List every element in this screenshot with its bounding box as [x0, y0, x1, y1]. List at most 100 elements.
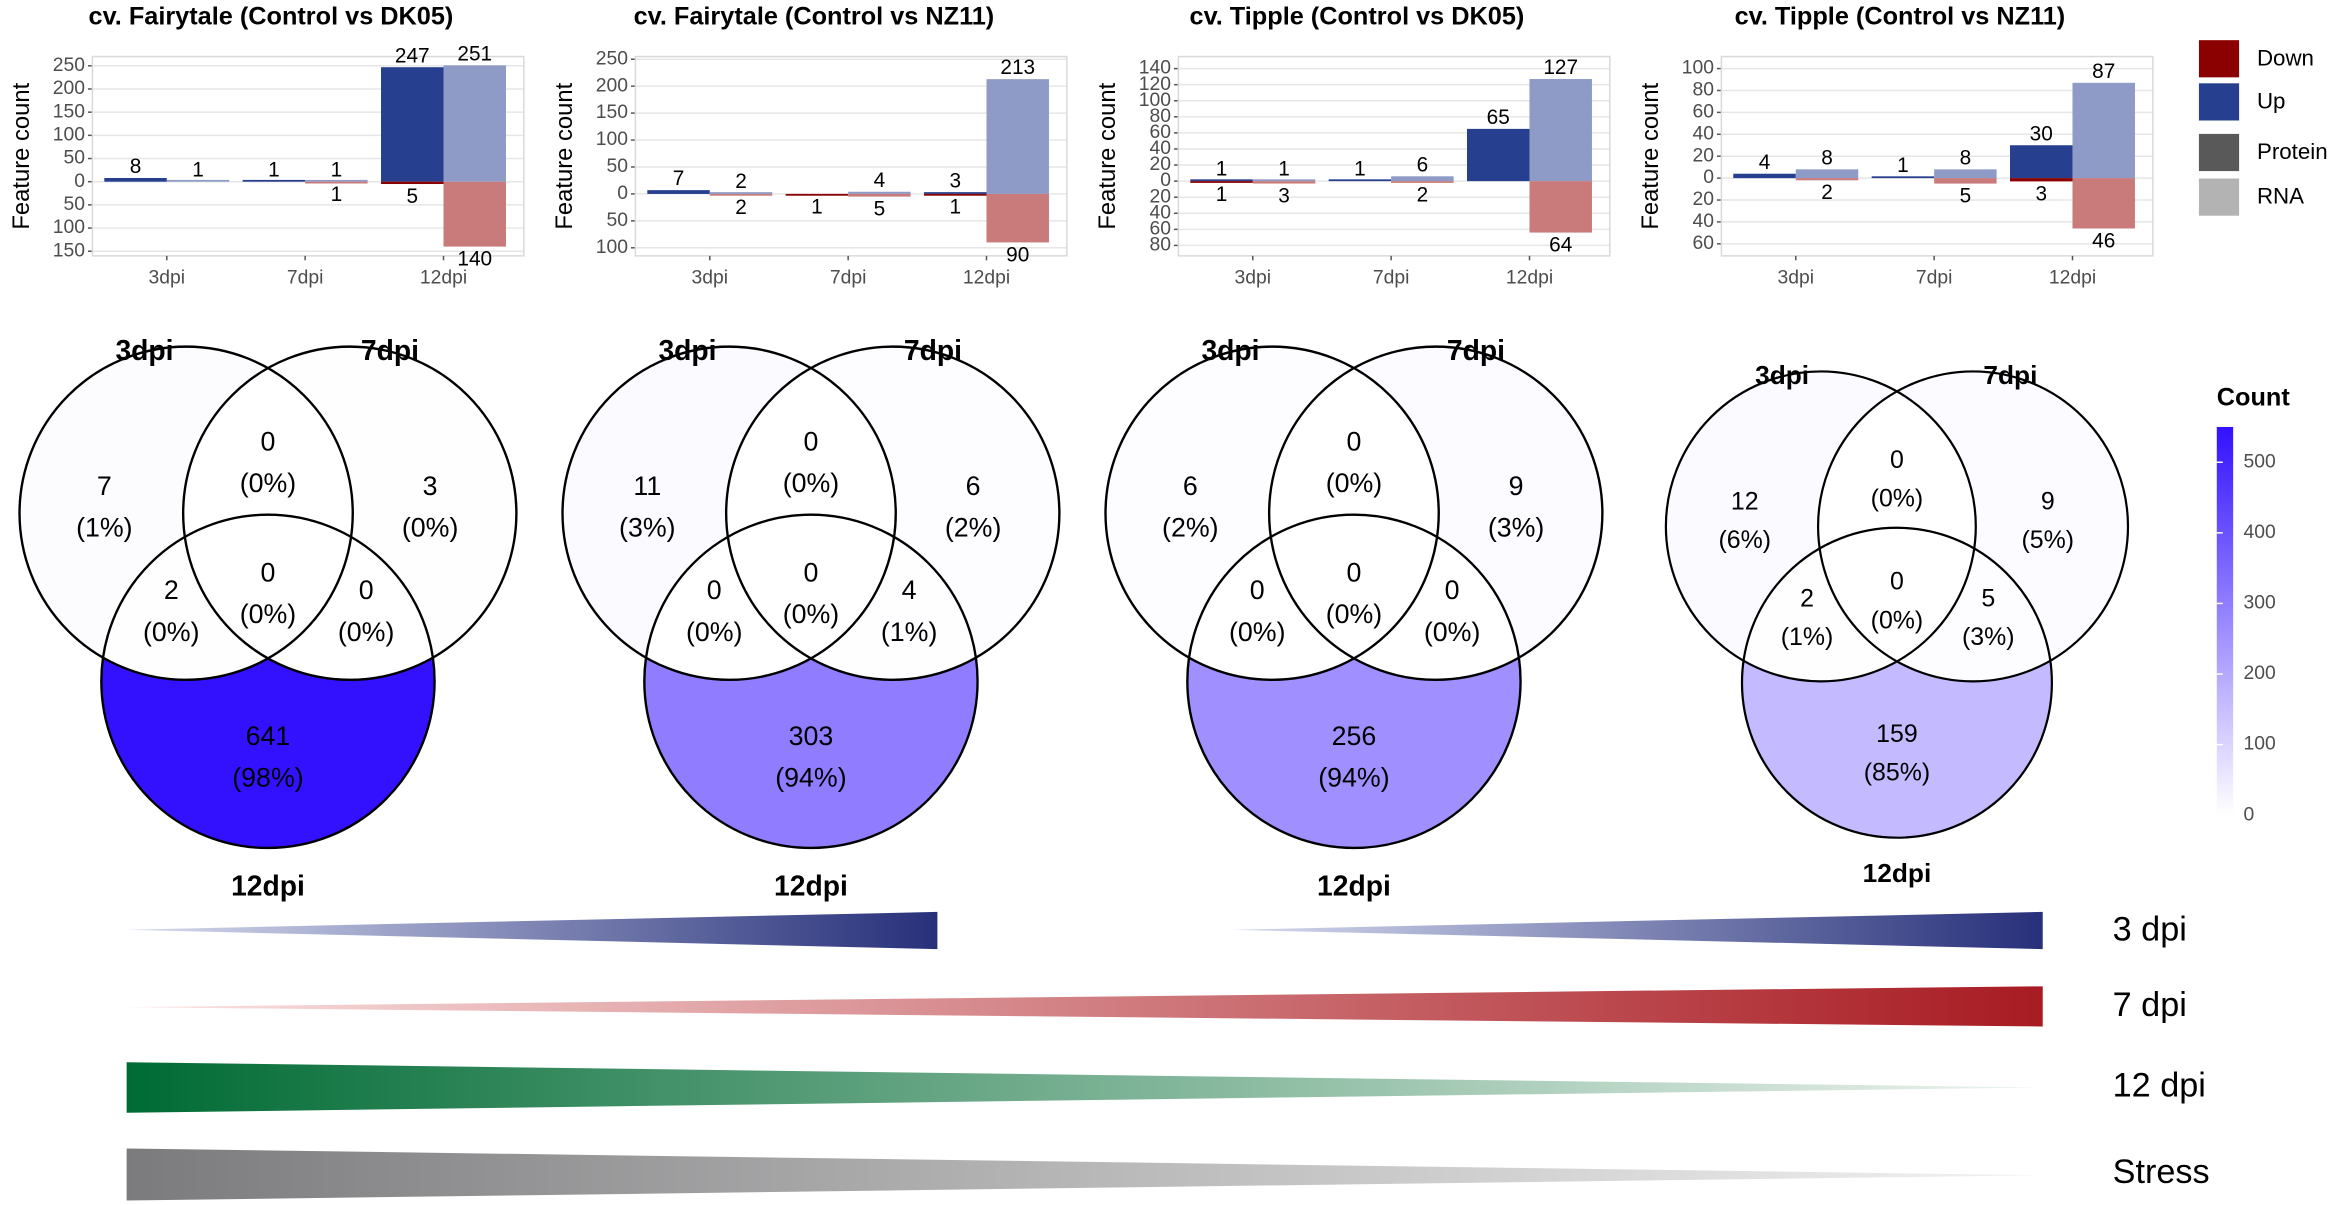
- gradient-label: 7 dpi: [2113, 986, 2187, 1024]
- bar: [1795, 169, 1859, 179]
- bar-value-label: 30: [2030, 122, 2053, 145]
- venn-region: [1187, 514, 1521, 848]
- bar-value-label: 2: [1821, 181, 1833, 204]
- venn-set-label: 12dpi: [774, 870, 848, 902]
- gradient-triangle: [126, 1148, 2043, 1201]
- venn: 12 (6%) 9 (5%) 0 (0%) 2 (1%) 0 (0%) 5 (3%) 159 (85%) 3…: [1664, 360, 2130, 888]
- y-axis-title: Feature count: [8, 82, 35, 229]
- panel-border: [1720, 55, 2154, 257]
- bar-value-label: 1: [331, 183, 343, 206]
- bar: [242, 179, 306, 182]
- y-tick-label: 120: [1139, 74, 1171, 95]
- venn-count: 0: [804, 557, 819, 587]
- bar-value-label: 1: [1897, 154, 1909, 177]
- bar-value-label: 7: [673, 167, 685, 190]
- venn-set-label: 7dpi: [361, 334, 419, 366]
- venn-count: 0: [261, 557, 276, 587]
- y-tick-label: 100: [1139, 90, 1171, 111]
- venn-region: [644, 514, 978, 848]
- venn-region: [101, 514, 435, 848]
- venn-count: 0: [1445, 575, 1460, 605]
- x-tick-label: 3dpi: [149, 267, 186, 288]
- colorbar-tick-label: 500: [2244, 451, 2276, 472]
- bar-value-label: 4: [874, 169, 886, 192]
- venn-percent: (3%): [619, 513, 676, 543]
- venn-count: 0: [359, 575, 374, 605]
- gradient-triangle: [1231, 911, 2043, 950]
- bar-value-label: 6: [1417, 153, 1429, 176]
- bar-value-label: 1: [268, 158, 280, 181]
- bar-value-label: 127: [1543, 56, 1578, 79]
- venn-percent: (94%): [1318, 763, 1389, 793]
- venn-percent: (98%): [232, 763, 303, 793]
- bar-value-label: 1: [1278, 157, 1290, 180]
- x-tick-label: 3dpi: [1235, 267, 1272, 288]
- venn-count: 256: [1332, 721, 1377, 751]
- bar: [104, 177, 167, 182]
- venn-set-label: 12dpi: [1863, 858, 1932, 888]
- venn-count: 0: [1250, 575, 1265, 605]
- venn-set-label: 3dpi: [1201, 334, 1259, 366]
- y-tick-label: 40: [1149, 138, 1171, 159]
- legend-swatch: [2198, 133, 2240, 172]
- colorbar: [2216, 426, 2234, 816]
- bar: [848, 191, 911, 194]
- bar: [1252, 179, 1316, 182]
- x-tick-label: 3dpi: [1778, 267, 1815, 288]
- bar: [709, 193, 773, 196]
- panel-border: [634, 55, 1068, 257]
- gradient-label: 3 dpi: [2113, 910, 2187, 948]
- bar: [924, 192, 987, 194]
- venn-circle: [724, 345, 1061, 682]
- venn-set-label: 12dpi: [231, 870, 305, 902]
- x-tick-label: 7dpi: [287, 267, 324, 288]
- venn-count: 9: [2041, 487, 2055, 515]
- legend-label: Protein: [2257, 139, 2328, 164]
- bar: [1391, 176, 1454, 182]
- bar: [166, 179, 230, 182]
- bar: [1733, 173, 1796, 179]
- y-tick-label: 100: [53, 217, 85, 238]
- venn-percent: (0%): [783, 599, 840, 629]
- panel-border: [1177, 55, 1611, 257]
- y-tick-label: 60: [1692, 233, 1714, 254]
- x-tick-label: 7dpi: [1373, 267, 1410, 288]
- venn-set-label: 3dpi: [1755, 360, 1809, 390]
- bar: [1252, 181, 1316, 184]
- bar: [1529, 181, 1592, 233]
- venn: 7 (1%) 3 (0%) 0 (0%) 2 (0%) 0 (0%) 0 (0%) 641 (98%) 3d…: [18, 334, 518, 902]
- region-clip: [644, 514, 978, 848]
- venn-count: 0: [1890, 568, 1904, 596]
- colorbar-tick-label: 200: [2244, 663, 2276, 684]
- bar-value-label: 1: [1354, 157, 1366, 180]
- x-tick-label: 3dpi: [692, 267, 729, 288]
- bar-value-label: 1: [1216, 183, 1228, 206]
- y-tick-label: 200: [53, 78, 85, 99]
- venn-percent: (0%): [240, 468, 297, 498]
- venn-percent: (1%): [1781, 623, 1834, 651]
- bar-value-label: 4: [1759, 151, 1771, 174]
- y-tick-label: 140: [1139, 58, 1171, 79]
- bar-value-label: 65: [1487, 106, 1510, 129]
- venn-region: [1741, 527, 2052, 838]
- venn-count: 2: [164, 575, 179, 605]
- venn-percent: (1%): [76, 513, 133, 543]
- venn-count: 9: [1509, 471, 1524, 501]
- venn: 6 (2%) 9 (3%) 0 (0%) 0 (0%) 0 (0%) 0 (0%) 256 (94%) 3d…: [1104, 334, 1604, 902]
- venn-circle: [643, 513, 979, 850]
- bar: [305, 181, 368, 184]
- y-tick-label: 150: [53, 101, 85, 122]
- bar: [848, 193, 911, 197]
- venn-set-label: 7dpi: [1447, 334, 1505, 366]
- x-tick-label: 12dpi: [1506, 267, 1553, 288]
- venn-count: 7: [97, 471, 112, 501]
- venn-percent: (2%): [1162, 513, 1219, 543]
- venn-count: 159: [1876, 720, 1918, 748]
- venn-count: 0: [804, 426, 819, 456]
- y-tick-label: 0: [1160, 170, 1171, 191]
- legend-label: Up: [2257, 89, 2286, 114]
- venn-count: 303: [789, 721, 834, 751]
- y-tick-label: 50: [63, 148, 85, 169]
- bar: [1328, 179, 1392, 182]
